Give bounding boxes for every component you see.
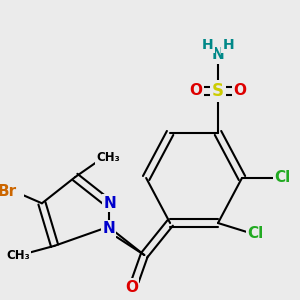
Text: O: O xyxy=(234,83,247,98)
Text: CH₃: CH₃ xyxy=(97,151,120,164)
Text: N: N xyxy=(212,47,224,62)
Text: H: H xyxy=(222,38,234,52)
Text: Cl: Cl xyxy=(248,226,264,241)
Text: N: N xyxy=(104,196,117,211)
Text: N: N xyxy=(102,221,115,236)
Text: Cl: Cl xyxy=(274,170,291,185)
Text: CH₃: CH₃ xyxy=(6,249,30,262)
Text: H: H xyxy=(202,38,214,52)
Text: O: O xyxy=(189,83,203,98)
Text: O: O xyxy=(125,280,138,295)
Text: Br: Br xyxy=(0,184,16,199)
Text: S: S xyxy=(212,82,224,100)
